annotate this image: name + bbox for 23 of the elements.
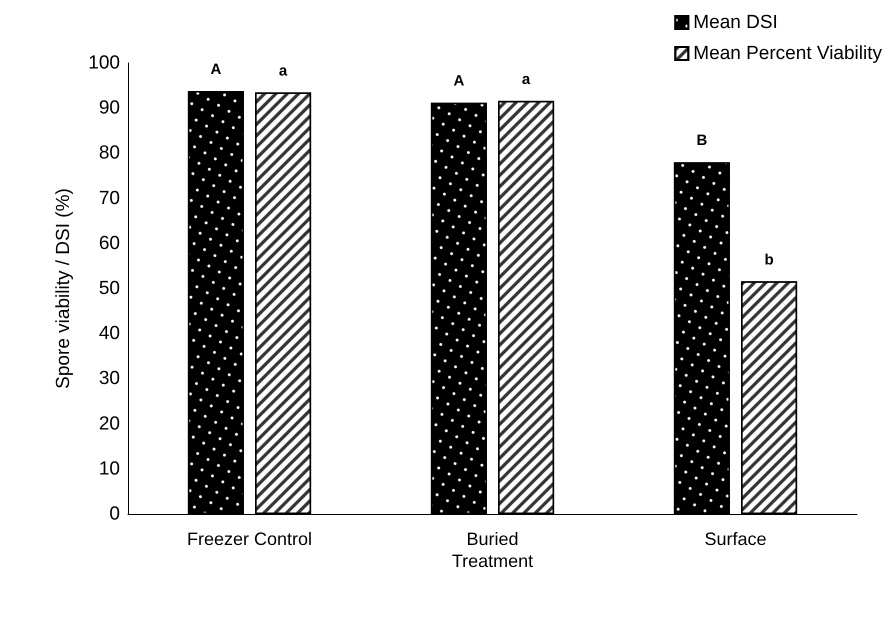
y-tick-label: 40 bbox=[98, 323, 120, 344]
data-label: A bbox=[210, 60, 222, 78]
y-tick-label: 0 bbox=[109, 504, 120, 524]
y-tick-label: 10 bbox=[98, 458, 120, 480]
legend-label: Mean Percent Viability bbox=[693, 43, 882, 64]
y-tick-label: 100 bbox=[88, 52, 120, 74]
data-label: A bbox=[453, 72, 464, 90]
y-tick-label: 70 bbox=[98, 188, 120, 209]
y-tick-label: 20 bbox=[98, 413, 120, 434]
y-tick-label: 80 bbox=[98, 142, 120, 164]
y-tick-label: 60 bbox=[98, 232, 120, 254]
data-label: b bbox=[764, 251, 774, 268]
y-axis-title: Spore viability / DSI (%) bbox=[53, 188, 74, 389]
y-tick-label: 50 bbox=[98, 278, 120, 299]
data-label: B bbox=[696, 132, 708, 150]
legend-label: Mean DSI bbox=[693, 12, 778, 33]
y-tick-label: 90 bbox=[98, 98, 120, 119]
x-tick-label: Freezer Control bbox=[186, 529, 312, 549]
data-label: a bbox=[278, 62, 288, 80]
y-tick-label: 30 bbox=[98, 368, 120, 390]
x-tick-label: Buried Treatment bbox=[452, 529, 534, 571]
data-label: a bbox=[522, 70, 531, 88]
x-tick-label: Surface bbox=[704, 529, 767, 549]
